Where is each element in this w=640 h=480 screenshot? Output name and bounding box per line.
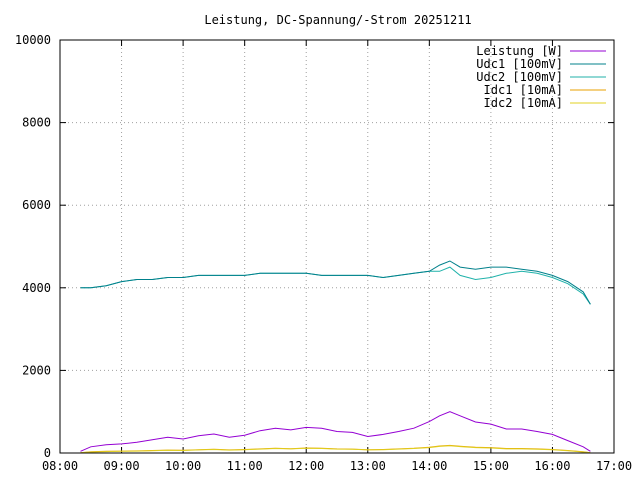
x-tick-label: 13:00 (350, 459, 386, 473)
y-tick-label: 6000 (22, 198, 51, 212)
series-line-4 (80, 445, 591, 454)
series-layer (80, 260, 591, 454)
x-tick-label: 14:00 (411, 459, 447, 473)
x-tick-label: 17:00 (596, 459, 632, 473)
x-tick-label: 09:00 (103, 459, 139, 473)
x-tick-label: 08:00 (42, 459, 78, 473)
series-line-2 (80, 266, 591, 305)
legend-label: Udc1 [100mV] (476, 57, 563, 71)
x-tick-label: 12:00 (288, 459, 324, 473)
y-tick-label: 4000 (22, 281, 51, 295)
y-tick-label: 2000 (22, 363, 51, 377)
legend-label: Idc2 [10mA] (484, 96, 563, 110)
series-line-0 (80, 411, 591, 452)
series-line-1 (80, 260, 591, 305)
legend-label: Leistung [W] (476, 44, 563, 58)
y-tick-label: 10000 (15, 33, 51, 47)
x-tick-label: 15:00 (473, 459, 509, 473)
x-tick-label: 11:00 (227, 459, 263, 473)
legend-label: Udc2 [100mV] (476, 70, 563, 84)
plot-frame (59, 39, 615, 454)
grid (60, 40, 614, 453)
x-tick-label: 16:00 (534, 459, 570, 473)
x-tick-label: 10:00 (165, 459, 201, 473)
y-axis-ticks: 0 2000 4000 6000 8000 10000 (15, 33, 614, 460)
y-tick-label: 0 (44, 446, 51, 460)
legend-label: Idc1 [10mA] (484, 83, 563, 97)
chart-title: Leistung, DC-Spannung/-Strom 20251211 (204, 13, 471, 27)
x-axis-ticks: 08:00 09:00 10:00 11:00 12:00 13:00 14:00 15:00… (42, 40, 632, 473)
y-tick-label: 8000 (22, 116, 51, 130)
legend: Leistung [W]Udc1 [100mV]Udc2 [100mV]Idc1… (476, 44, 606, 110)
